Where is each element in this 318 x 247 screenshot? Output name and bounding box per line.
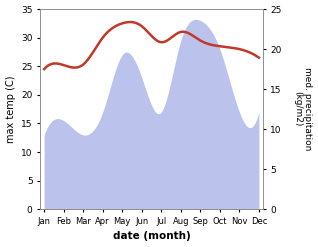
X-axis label: date (month): date (month) — [113, 231, 190, 242]
Y-axis label: med. precipitation
(kg/m2): med. precipitation (kg/m2) — [293, 67, 313, 151]
Y-axis label: max temp (C): max temp (C) — [5, 75, 16, 143]
